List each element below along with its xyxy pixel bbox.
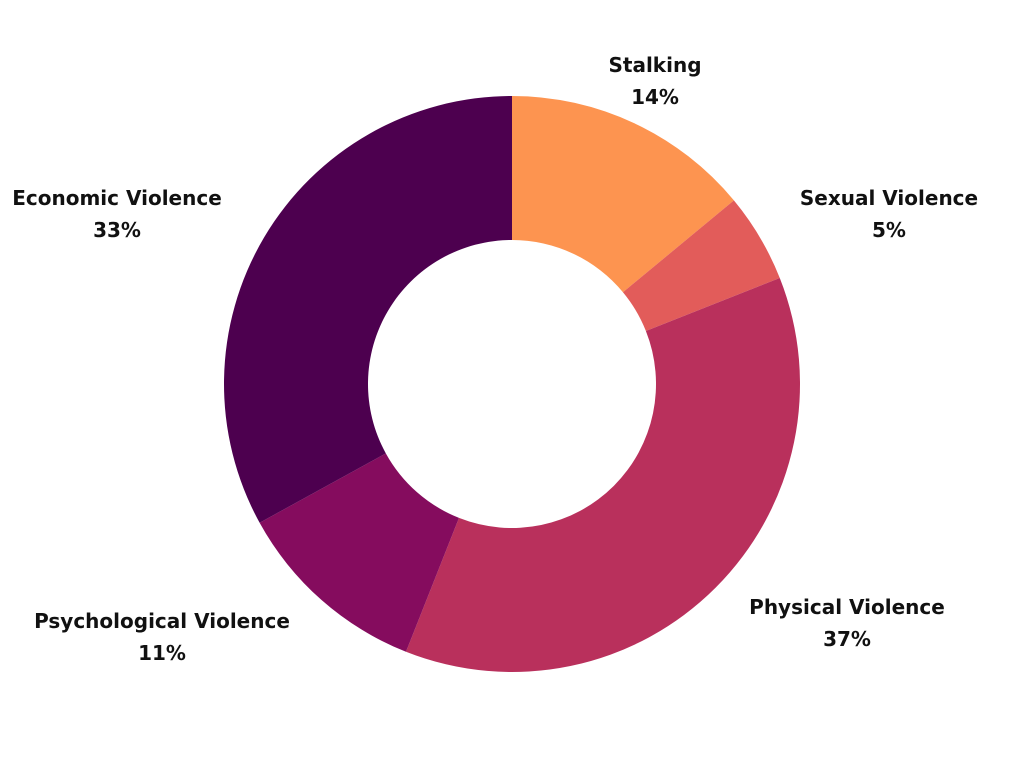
slice-value-physical-violence: 37%	[823, 627, 871, 651]
slice-stalking	[512, 96, 734, 293]
slice-economic-violence	[224, 96, 512, 523]
slice-label-stalking: Stalking	[608, 53, 701, 77]
slice-sexual-violence	[622, 200, 780, 331]
slice-label-sexual-violence: Sexual Violence	[800, 186, 978, 210]
slice-value-stalking: 14%	[631, 85, 679, 109]
slice-value-sexual-violence: 5%	[872, 218, 906, 242]
slices-group	[224, 96, 800, 672]
slice-physical-violence	[405, 277, 800, 672]
labels-group: Stalking 14% Sexual Violence 5% Physical Vio…	[12, 53, 978, 665]
slice-label-psychological-violence: Psychological Violence	[34, 609, 290, 633]
slice-value-psychological-violence: 11%	[138, 641, 186, 665]
slice-label-physical-violence: Physical Violence	[749, 595, 945, 619]
slice-value-economic-violence: 33%	[93, 218, 141, 242]
slice-label-economic-violence: Economic Violence	[12, 186, 222, 210]
slice-psychological-violence	[259, 453, 459, 652]
